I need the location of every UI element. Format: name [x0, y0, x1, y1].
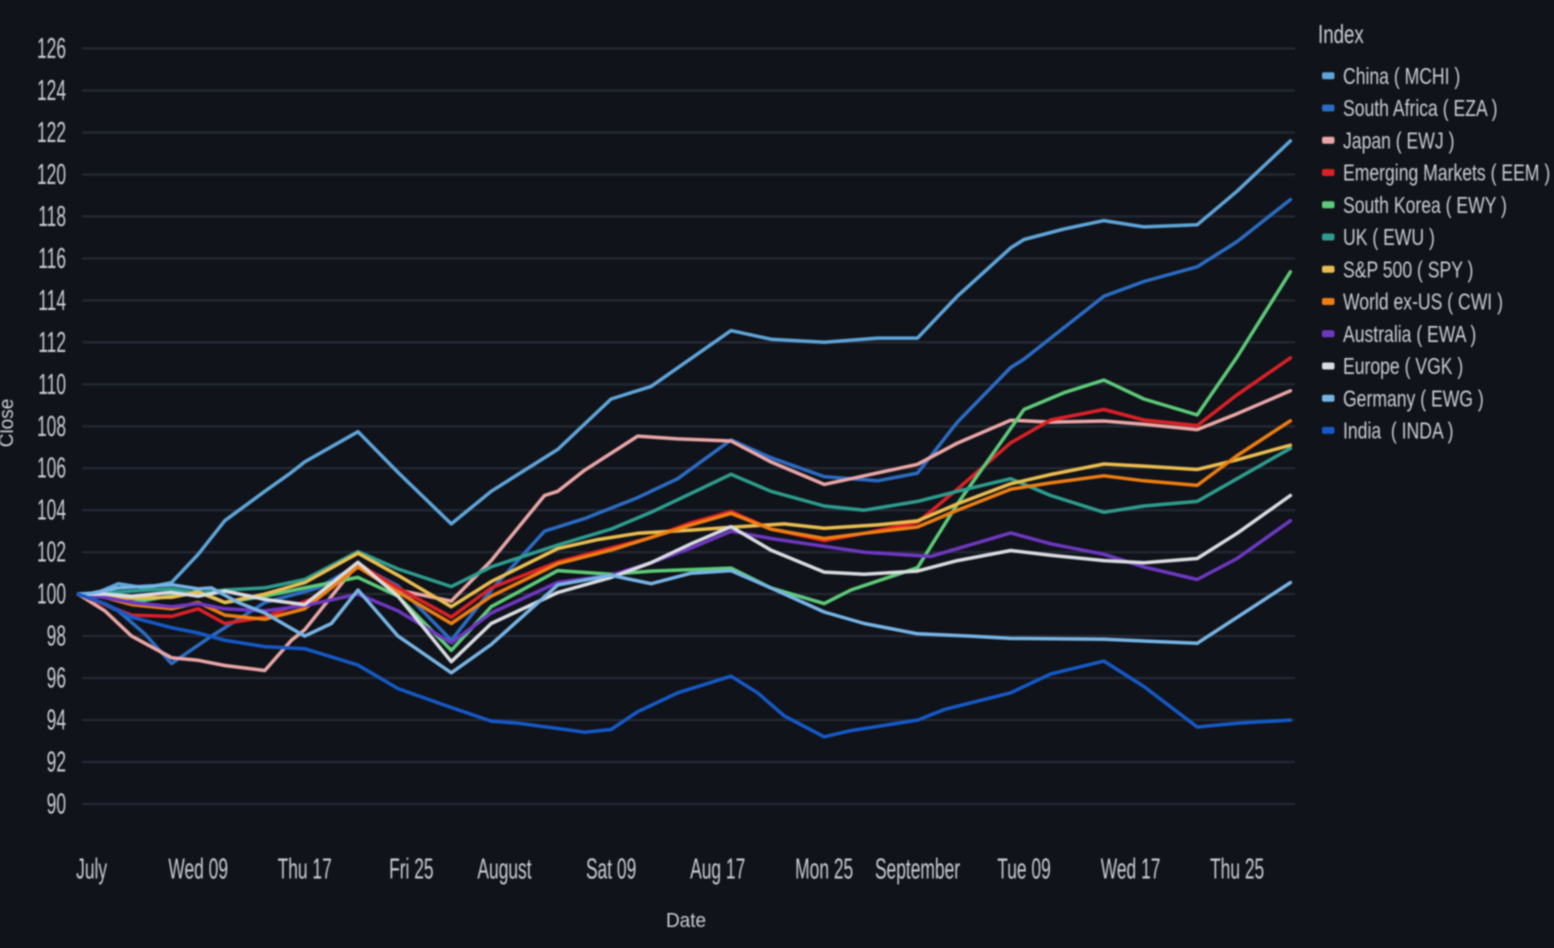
svg-text:Wed 09: Wed 09 — [168, 853, 228, 886]
svg-text:Index: Index — [1318, 19, 1364, 49]
svg-text:Date: Date — [666, 910, 706, 933]
svg-text:Thu 17: Thu 17 — [278, 853, 332, 886]
svg-text:Europe ( VGK ): Europe ( VGK ) — [1343, 354, 1463, 380]
svg-text:South Africa ( EZA ): South Africa ( EZA ) — [1343, 96, 1497, 122]
svg-text:98: 98 — [47, 620, 66, 653]
svg-text:Fri 25: Fri 25 — [389, 853, 433, 886]
svg-text:116: 116 — [38, 242, 66, 275]
svg-text:90: 90 — [47, 788, 66, 821]
svg-text:Emerging Markets ( EEM ): Emerging Markets ( EEM ) — [1343, 160, 1550, 186]
svg-text:India ( INDA ): India ( INDA ) — [1343, 418, 1453, 444]
svg-text:108: 108 — [37, 410, 66, 443]
svg-text:Germany ( EWG ): Germany ( EWG ) — [1343, 386, 1484, 412]
svg-text:Aug 17: Aug 17 — [690, 853, 745, 886]
svg-text:112: 112 — [38, 326, 66, 359]
svg-text:104: 104 — [37, 494, 66, 527]
svg-text:UK ( EWU ): UK ( EWU ) — [1343, 225, 1435, 251]
svg-text:Japan ( EWJ ): Japan ( EWJ ) — [1343, 128, 1454, 154]
svg-text:World ex-US ( CWI ): World ex-US ( CWI ) — [1343, 289, 1503, 315]
svg-text:September: September — [875, 853, 960, 886]
svg-text:126: 126 — [37, 33, 66, 66]
svg-text:Thu 25: Thu 25 — [1210, 853, 1264, 886]
svg-text:Tue 09: Tue 09 — [997, 853, 1051, 886]
svg-text:94: 94 — [47, 704, 66, 737]
svg-text:Close: Close — [0, 399, 18, 448]
svg-text:Australia ( EWA ): Australia ( EWA ) — [1343, 322, 1476, 348]
svg-text:Wed 17: Wed 17 — [1101, 853, 1161, 886]
svg-text:122: 122 — [37, 117, 66, 150]
svg-text:102: 102 — [37, 536, 66, 569]
svg-text:106: 106 — [37, 452, 66, 485]
svg-text:China ( MCHI ): China ( MCHI ) — [1343, 64, 1460, 90]
svg-text:110: 110 — [38, 368, 66, 401]
svg-text:S&P 500 ( SPY ): S&P 500 ( SPY ) — [1343, 257, 1473, 283]
svg-text:124: 124 — [37, 75, 66, 108]
svg-text:96: 96 — [47, 662, 66, 695]
svg-text:118: 118 — [38, 200, 66, 233]
svg-text:Mon 25: Mon 25 — [795, 853, 853, 886]
svg-text:July: July — [76, 853, 107, 886]
svg-text:Sat 09: Sat 09 — [586, 853, 636, 886]
svg-text:92: 92 — [47, 746, 66, 779]
svg-text:120: 120 — [37, 159, 66, 192]
svg-text:100: 100 — [37, 578, 66, 611]
svg-text:South Korea ( EWY ): South Korea ( EWY ) — [1343, 193, 1507, 219]
svg-text:August: August — [477, 853, 531, 886]
svg-text:114: 114 — [38, 284, 66, 317]
